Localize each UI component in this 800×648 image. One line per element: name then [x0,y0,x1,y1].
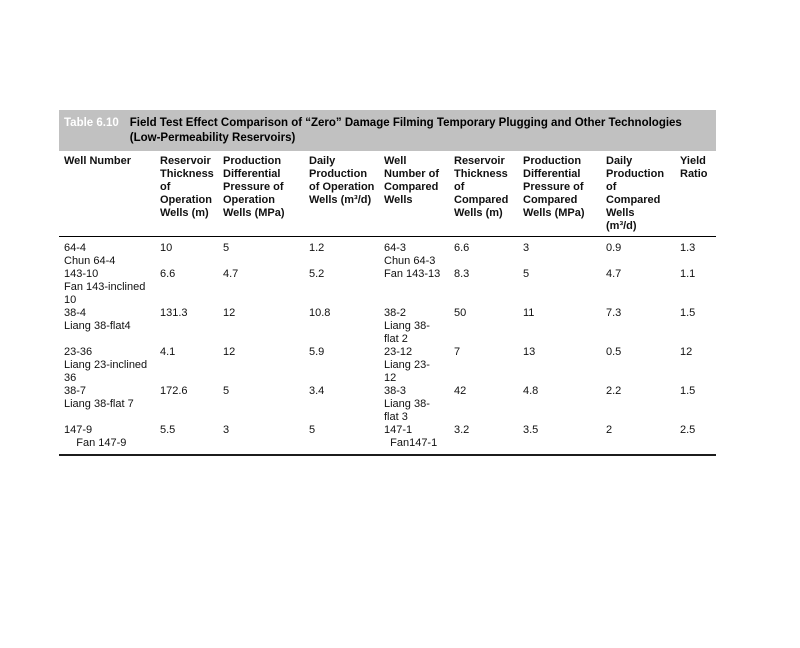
table-cell: 1.5 [680,385,696,397]
table-cell: 4.8 [523,385,539,397]
table-cell: 5.5 [160,424,176,436]
table-title-line1: Field Test Effect Comparison of “Zero” D… [129,117,682,129]
table-cell: 2.5 [680,424,696,436]
table-cell: 7 [454,346,461,358]
table-cell: 2 [606,424,613,436]
table-cell: 38-4 Liang 38-flat4 [64,307,131,332]
table-cell: 3.5 [523,424,539,436]
table-cell: 12 [223,307,236,319]
table-row: 143-10 Fan 143-inclined 10 6.6 4.7 5.2 F… [59,268,716,307]
table-cell: 1.1 [680,268,696,280]
table-cell: 11 [523,307,535,319]
table-cell: 4.7 [606,268,622,280]
table-cell: 12 [680,346,693,358]
table-cell: 131.3 [160,307,188,319]
column-header-daily-production-compared: Daily Production of Compared Wells (m³/d… [606,155,665,232]
table-cell: 13 [523,346,536,358]
table-cell: 5 [523,268,530,280]
table-cell: 172.6 [160,385,188,397]
table-cell: 1.3 [680,242,696,254]
table-cell: Fan 143-13 [384,268,441,280]
table-cell: 5 [223,385,230,397]
table-cell: 38-7 Liang 38-flat 7 [64,385,134,410]
table-cell: 2.2 [606,385,622,397]
table-cell: 143-10 Fan 143-inclined 10 [64,268,146,306]
table-row: 38-7 Liang 38-flat 7 172.6 5 3.4 38-3 Li… [59,385,716,424]
table-cell: 64-3 Chun 64-3 [384,242,436,267]
table-cell: 7.3 [606,307,622,319]
table-cell: 8.3 [454,268,470,280]
table-cell: 5.9 [309,346,325,358]
table-cell: 5 [223,242,230,254]
table-cell: 0.5 [606,346,622,358]
table-cell: 23-12 Liang 23- 12 [384,346,430,384]
table-cell: 10 [160,242,173,254]
column-header-reservoir-thickness-operation: Reservoir Thickness of Operation Wells (… [160,155,214,219]
table-cell: 3.4 [309,385,325,397]
table-title: Field Test Effect Comparison of “Zero” D… [130,116,682,146]
table-cell: 4.7 [223,268,239,280]
table-cell: 42 [454,385,467,397]
table-cell: 147-1 Fan147-1 [384,424,438,449]
table-header-row: Well Number Reservoir Thickness of Opera… [59,151,716,237]
table-cell: 3.2 [454,424,470,436]
table-row: 23-36 Liang 23-inclined 36 4.1 12 5.9 23… [59,346,716,385]
table-cell: 1.2 [309,242,325,254]
table-cell: 12 [223,346,236,358]
table-caption-band: Table 6.10 Field Test Effect Comparison … [59,110,716,151]
table-cell: 6.6 [160,268,176,280]
table-cell: 1.5 [680,307,696,319]
column-header-yield-ratio: Yield Ratio [680,155,708,180]
table-cell: 23-36 Liang 23-inclined 36 [64,346,148,384]
table-cell: 6.6 [454,242,470,254]
table-cell: 3 [223,424,230,436]
table-cell: 64-4 Chun 64-4 [64,242,116,267]
table-cell: 10.8 [309,307,331,319]
table-cell: 5 [309,424,316,436]
column-header-reservoir-thickness-compared: Reservoir Thickness of Compared Wells (m… [454,155,509,219]
column-header-pressure-operation: Production Differential Pressure of Oper… [223,155,285,219]
table-number-label: Table 6.10 [64,117,119,129]
table-row: 147-9 Fan 147-9 5.5 3 5 147-1 Fan147-1 3… [59,424,716,450]
table-cell: 147-9 Fan 147-9 [64,424,127,449]
table-cell: 38-3 Liang 38- flat 3 [384,385,430,423]
table-cell: 3 [523,242,530,254]
column-header-pressure-compared: Production Differential Pressure of Comp… [523,155,585,219]
table-row: 38-4 Liang 38-flat4 131.3 12 10.8 38-2 L… [59,307,716,346]
table-cell: 50 [454,307,467,319]
column-header-well-number-compared: Well Number of Compared Wells [384,155,439,206]
column-header-daily-production-operation: Daily Production of Operation Wells (m³/… [309,155,375,206]
column-header-well-number: Well Number [64,155,132,167]
table-cell: 38-2 Liang 38- flat 2 [384,307,430,345]
table-title-line2: (Low-Permeability Reservoirs) [129,132,296,144]
table-cell: 0.9 [606,242,622,254]
table-6-10: Table 6.10 Field Test Effect Comparison … [59,110,716,456]
table-row: 64-4 Chun 64-4 10 5 1.2 64-3 Chun 64-3 6… [59,242,716,268]
table-cell: 4.1 [160,346,176,358]
table-body: 64-4 Chun 64-4 10 5 1.2 64-3 Chun 64-3 6… [59,237,716,456]
table-cell: 5.2 [309,268,325,280]
